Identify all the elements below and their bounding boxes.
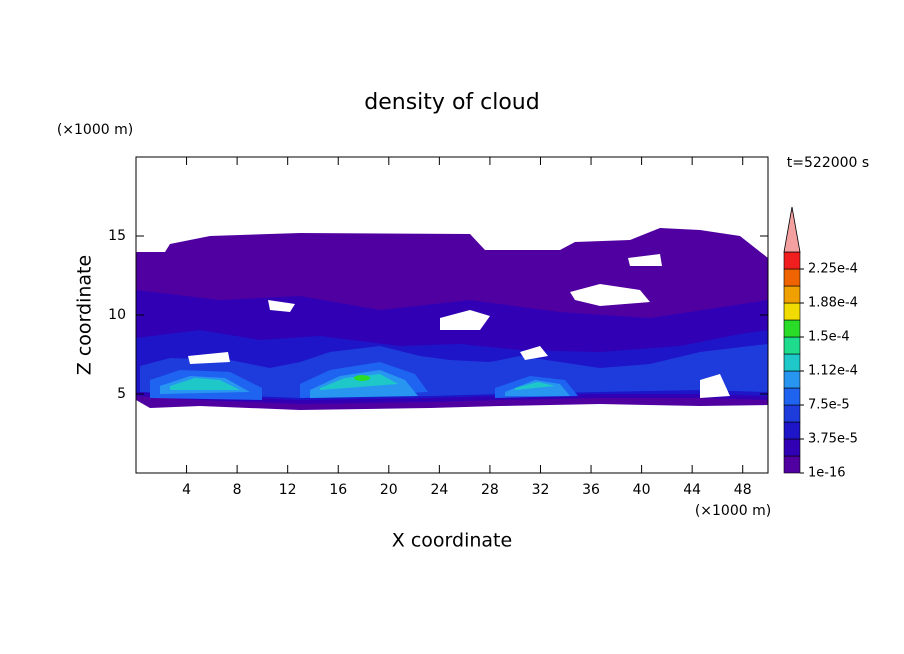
x-tick-label: 48 [734, 482, 752, 498]
contour-region [354, 375, 370, 381]
colorbar-band [783, 438, 801, 457]
colorbar-band [783, 370, 801, 389]
contour-hole [520, 346, 548, 360]
x-tick-label: 36 [582, 482, 600, 498]
colorbar-band [783, 251, 801, 270]
y-tick-label: 10 [108, 307, 126, 323]
colorbar-tick-label: 3.75e-5 [808, 432, 858, 447]
colorbar-band [783, 319, 801, 338]
colorbar-band [783, 336, 801, 355]
colorbar-band [783, 353, 801, 372]
contour-region [140, 344, 768, 398]
contour-region [170, 378, 240, 390]
x-tick-label: 32 [532, 482, 550, 498]
contour-field [136, 228, 768, 410]
colorbar-band [783, 455, 801, 474]
chart-title: density of cloud [364, 90, 539, 115]
colorbar-band [783, 268, 801, 287]
colorbar-tick-label: 1.12e-4 [808, 364, 858, 379]
x-tick-label: 16 [329, 482, 347, 498]
y-axis-label: Z coordinate [74, 255, 96, 375]
contour-region [505, 380, 570, 396]
y-unit: (×1000 m) [57, 122, 133, 138]
colorbar-tick-label: 7.5e-5 [808, 398, 850, 413]
y-tick-label: 15 [108, 228, 126, 244]
colorbar-band [783, 387, 801, 406]
contour-hole [440, 310, 490, 330]
y-tick-label: 5 [117, 386, 126, 402]
colorbar-band [783, 285, 801, 304]
x-tick-label: 28 [481, 482, 499, 498]
x-tick-label: 20 [380, 482, 398, 498]
contour-hole [188, 352, 230, 364]
x-tick-label: 8 [233, 482, 242, 498]
colorbar-tick-label: 1e-16 [808, 466, 846, 481]
contour-hole [628, 254, 662, 266]
x-tick-label: 4 [182, 482, 191, 498]
colorbar-band [783, 302, 801, 321]
x-tick-label: 40 [633, 482, 651, 498]
contour-region [515, 382, 555, 390]
x-axis-label: X coordinate [392, 530, 512, 552]
x-unit: (×1000 m) [695, 503, 771, 519]
contour-region [320, 374, 398, 390]
colorbar-tick-label: 2.25e-4 [808, 262, 858, 277]
contour-hole [570, 284, 650, 306]
colorbar-extend [783, 206, 801, 253]
colorbar-band [783, 404, 801, 423]
contour-hole [700, 374, 730, 398]
contour-hole [268, 300, 295, 312]
x-tick-label: 44 [683, 482, 701, 498]
time-annotation: t=522000 s [787, 155, 869, 171]
x-tick-label: 12 [279, 482, 297, 498]
x-tick-label: 24 [430, 482, 448, 498]
colorbar-band [783, 421, 801, 440]
colorbar-tick-label: 1.88e-4 [808, 296, 858, 311]
colorbar-tick-label: 1.5e-4 [808, 330, 850, 345]
